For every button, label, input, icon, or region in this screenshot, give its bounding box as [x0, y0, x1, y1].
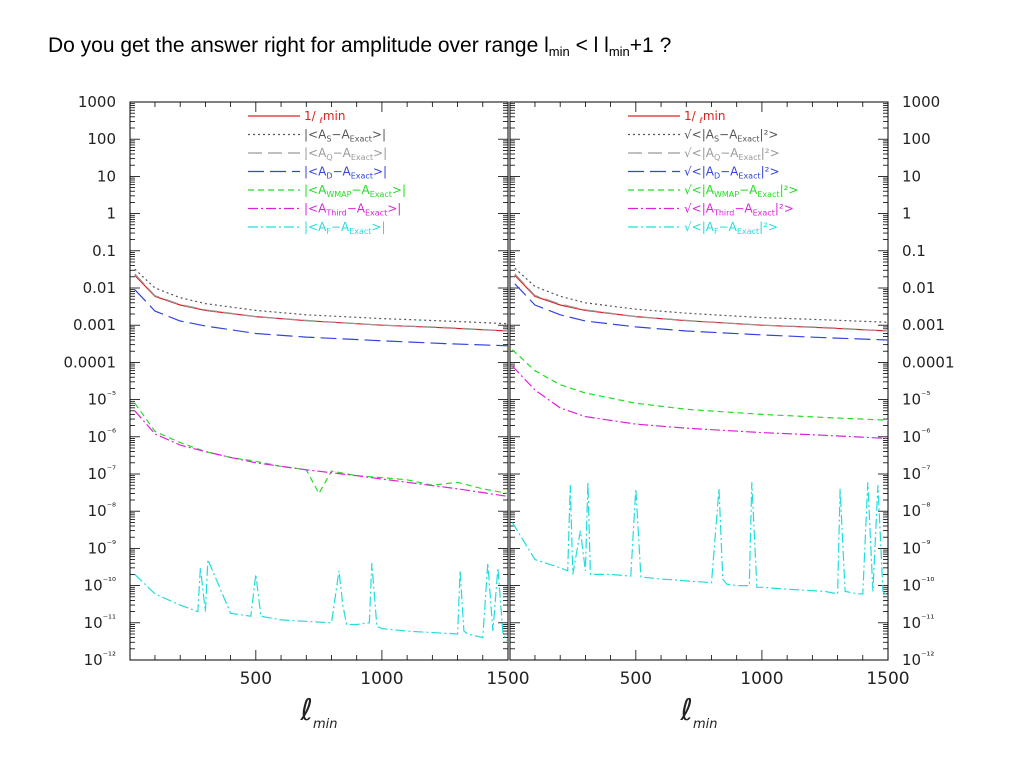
y-tick-label: 10⁻¹²: [84, 651, 116, 669]
x-tick-label: 1500: [486, 669, 529, 689]
legend-label-7: |<AF−AExact>|: [304, 220, 386, 236]
y-tick-label: 10⁻⁹: [88, 539, 116, 557]
y-tick-label: 0.0001: [902, 353, 955, 371]
y-tick-label: 10⁻⁵: [902, 391, 930, 409]
title-text-3: +1 ?: [629, 34, 672, 57]
y-tick-label: 10⁻¹⁰: [902, 577, 934, 595]
series-line-6: [511, 365, 888, 440]
y-tick-label: 10⁻⁸: [902, 502, 930, 520]
series-line-7: [511, 482, 888, 598]
legend-label-1: 1/ ℓmin: [304, 109, 345, 125]
y-tick-label: 100: [87, 130, 116, 148]
legend-label-2: √<|AS−AExact|²>: [684, 128, 778, 144]
series-line-4: [134, 289, 508, 347]
series-line-2: [134, 268, 508, 325]
y-tick-label: 10⁻¹¹: [84, 614, 116, 632]
y-tick-label: 1: [902, 205, 912, 223]
legend-label-5: |<AWMAP−AExact>|: [304, 183, 406, 199]
x-axis-label: ℓmin: [300, 693, 338, 732]
series-line-3: [134, 273, 508, 332]
y-tick-label: 10⁻⁷: [902, 465, 930, 483]
plot-frame: [129, 101, 509, 661]
legend-label-4: |<AD−AExact>|: [304, 165, 387, 181]
y-tick-label: 0.1: [92, 242, 116, 260]
y-tick-label: 0.001: [902, 316, 945, 334]
series-line-2: [514, 267, 888, 323]
y-tick-label: 10: [902, 167, 921, 185]
series-line-1: [514, 274, 888, 332]
y-tick-label: 0.01: [902, 279, 935, 297]
y-tick-label: 0.01: [83, 279, 116, 297]
title-text-2: < l l: [569, 34, 609, 57]
y-tick-label: 10⁻⁷: [88, 465, 116, 483]
legend-label-3: √<|AQ−AExact|²>: [684, 146, 780, 162]
title-subscript-1: min: [548, 44, 570, 59]
y-tick-label: 0.1: [902, 242, 926, 260]
series-line-7: [134, 559, 508, 643]
legend-label-6: |<AThird−AExact>|: [304, 202, 401, 218]
y-tick-label: 10⁻¹²: [902, 651, 934, 669]
slide-title: Do you get the answer right for amplitud…: [48, 34, 671, 59]
title-subscript-2: min: [608, 44, 630, 59]
y-tick-label: 0.001: [73, 316, 116, 334]
chart-panel-1: 500 1000 1500 1000 100 10 1 0.1 0.01 0.001 0.0001 1…: [64, 93, 530, 732]
x-tick-label: 500: [240, 669, 272, 689]
y-tick-label: 10⁻⁶: [88, 428, 116, 446]
y-tick-label: 10⁻⁸: [88, 502, 116, 520]
series-line-4: [514, 283, 888, 341]
x-axis-label: ℓmin: [680, 693, 718, 732]
legend-label-1: 1/ ℓmin: [684, 109, 725, 125]
legend-label-4: √<|AD−AExact|²>: [684, 165, 780, 181]
series-line-5: [134, 402, 508, 495]
y-tick-label: 10⁻¹⁰: [84, 577, 116, 595]
y-tick-label: 10⁻⁶: [902, 428, 930, 446]
series-line-3: [514, 273, 888, 332]
chart-panel-2: 500 1000 1500 1000 100 10 1 0.1 0.01 0.001 0.0001 1…: [509, 93, 955, 732]
y-tick-label: 10⁻⁵: [88, 391, 116, 409]
y-tick-label: 10⁻⁹: [902, 539, 930, 557]
y-tick-label: 1000: [902, 93, 940, 111]
x-tick-label: 500: [620, 669, 652, 689]
series-line-6: [134, 410, 508, 497]
y-tick-label: 10: [97, 167, 116, 185]
series-line-5: [511, 349, 888, 421]
x-tick-label: 1500: [866, 669, 909, 689]
legend-label-7: √<|AF−AExact|²>: [684, 220, 778, 236]
y-tick-label: 10⁻¹¹: [902, 614, 934, 632]
legend-label-6: √<|AThird−AExact|²>: [684, 202, 794, 218]
y-tick-label: 100: [902, 130, 931, 148]
y-tick-label: 1000: [78, 93, 116, 111]
legend-label-5: √<|AWMAP−AExact|²>: [684, 183, 798, 199]
x-tick-label: 1000: [360, 669, 403, 689]
plot-frame: [509, 101, 889, 661]
legend-label-3: |<AQ−AExact>|: [304, 146, 387, 162]
legend-label-2: |<AS−AExact>|: [304, 128, 386, 144]
y-tick-label: 1: [106, 205, 116, 223]
title-text-1: Do you get the answer right for amplitud…: [48, 34, 549, 57]
x-tick-label: 1000: [740, 669, 783, 689]
y-tick-label: 0.0001: [64, 353, 117, 371]
